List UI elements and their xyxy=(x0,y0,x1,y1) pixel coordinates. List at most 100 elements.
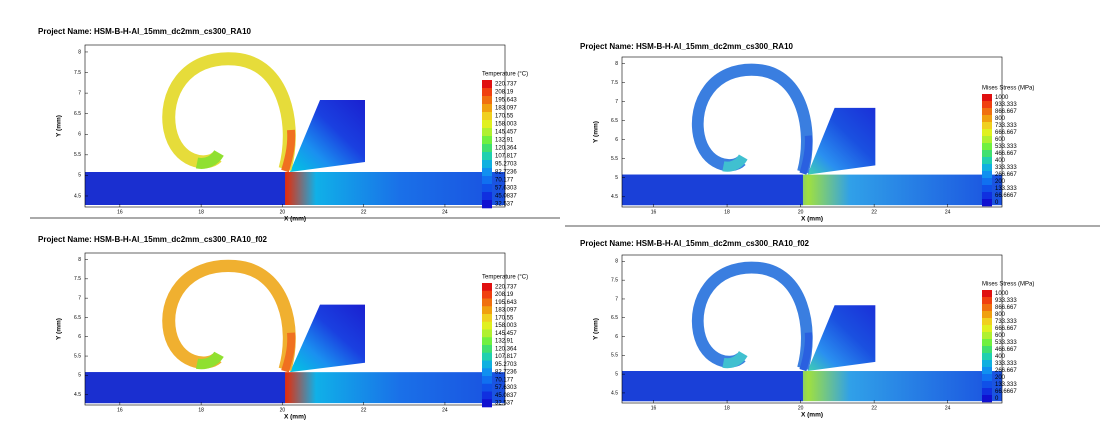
legend-label: 195.643 xyxy=(495,98,517,104)
y-axis-label: Y (mm) xyxy=(56,318,63,340)
y-tick-label: 8 xyxy=(78,49,81,55)
colorbar-segment xyxy=(982,115,992,123)
legend-label: 220.737 xyxy=(495,284,517,290)
tool xyxy=(290,100,365,172)
colorbar-segment xyxy=(982,318,992,326)
y-tick-label: 6.5 xyxy=(611,315,618,321)
colorbar-segment xyxy=(482,306,492,315)
plot-area xyxy=(85,52,505,205)
legend-label: 866.667 xyxy=(995,109,1017,115)
legend-label: 132.91 xyxy=(495,339,514,345)
legend-label: 666.667 xyxy=(995,326,1017,332)
legend-label: 800 xyxy=(995,116,1006,122)
plot-frame xyxy=(621,56,1003,208)
colorbar-segment xyxy=(482,314,492,323)
y-axis-label: Y (mm) xyxy=(593,121,600,143)
plot-area xyxy=(622,261,1002,402)
y-tick-label: 4.5 xyxy=(611,194,618,200)
colorbar-segment xyxy=(482,104,492,113)
legend-label: 208.19 xyxy=(495,292,514,298)
colorbar-segment xyxy=(982,192,992,200)
colorbar-segment xyxy=(482,399,492,408)
x-tick-label: 24 xyxy=(945,209,951,215)
colorbar-segment xyxy=(982,94,992,102)
legend-label: 107.817 xyxy=(495,154,517,160)
legend-label: 158.003 xyxy=(495,122,517,128)
chip-root xyxy=(281,332,296,373)
legend-label: 333.333 xyxy=(995,361,1017,367)
chip-tip xyxy=(722,154,748,172)
chip xyxy=(162,259,296,371)
legend-label: 32.537 xyxy=(495,202,514,208)
colorbar-segment xyxy=(482,136,492,145)
chip-root xyxy=(281,129,296,173)
x-axis-label: X (mm) xyxy=(284,414,306,421)
colorbar-segment xyxy=(482,160,492,169)
legend-label: 533.333 xyxy=(995,340,1017,346)
legend-label: 1000 xyxy=(995,291,1009,297)
colorbar-segment xyxy=(482,283,492,292)
x-tick-label: 20 xyxy=(798,209,804,215)
x-axis-label: X (mm) xyxy=(284,216,306,223)
legend-label: 800 xyxy=(995,312,1006,318)
y-tick-label: 6 xyxy=(615,137,618,143)
legend-label: 57.6303 xyxy=(495,385,517,391)
legend-label: 66.6667 xyxy=(995,389,1017,395)
colorbar-segment xyxy=(982,388,992,396)
legend-label: 733.333 xyxy=(995,319,1017,325)
y-tick-label: 7.5 xyxy=(611,277,618,283)
workpiece-uncut xyxy=(85,372,285,404)
x-tick-label: 20 xyxy=(280,209,286,215)
legend-label: 266.667 xyxy=(995,172,1017,178)
colorbar-segment xyxy=(982,353,992,361)
legend-label: 45.0837 xyxy=(495,393,517,399)
colorbar-segment xyxy=(982,395,992,403)
colorbar-segment xyxy=(982,325,992,333)
colorbar-segment xyxy=(982,374,992,382)
legend-label: 170.55 xyxy=(495,114,514,120)
colorbar-segment xyxy=(982,122,992,130)
legend-label: 57.6303 xyxy=(495,186,517,192)
x-tick-label: 18 xyxy=(198,407,204,413)
workpiece-uncut xyxy=(85,172,285,205)
y-tick-label: 4.5 xyxy=(74,392,81,398)
panel-title: Project Name: HSM-B-H-Al_15mm_dc2mm_cs30… xyxy=(580,42,794,51)
colorbar-segment xyxy=(482,383,492,392)
legend-label: 70.177 xyxy=(495,178,514,184)
colorbar-segment xyxy=(982,143,992,151)
legend-label: 0 xyxy=(995,200,999,206)
x-axis-label: X (mm) xyxy=(801,412,823,419)
colorbar-segment xyxy=(482,128,492,137)
workpiece-uncut xyxy=(622,371,803,402)
chip-tip xyxy=(195,149,224,169)
colorbar-segment xyxy=(982,157,992,165)
colorbar-segment xyxy=(482,376,492,385)
colorbar-segment xyxy=(482,184,492,193)
y-tick-label: 5 xyxy=(78,173,81,179)
y-tick-label: 4.5 xyxy=(611,390,618,396)
chip xyxy=(691,261,813,370)
colorbar-segment xyxy=(482,391,492,400)
plot-area xyxy=(622,63,1002,206)
chip xyxy=(691,63,813,174)
chip-tip xyxy=(722,350,748,369)
legend-label: 1000 xyxy=(995,95,1009,101)
legend-title: Mises Stress (MPa) xyxy=(982,282,1034,288)
y-tick-label: 7.5 xyxy=(611,80,618,86)
y-tick-label: 5 xyxy=(78,373,81,379)
y-tick-label: 5 xyxy=(615,371,618,377)
colorbar-segment xyxy=(482,298,492,307)
plot-frame xyxy=(84,44,506,208)
colorbar-segment xyxy=(982,367,992,375)
y-tick-label: 7 xyxy=(615,296,618,302)
legend-label: 600 xyxy=(995,137,1006,143)
colorbar-segment xyxy=(982,332,992,340)
colorbar-segment xyxy=(482,345,492,354)
colorbar-segment xyxy=(982,108,992,116)
colorbar-segment xyxy=(482,168,492,177)
panel-title: Project Name: HSM-B-H-Al_15mm_dc2mm_cs30… xyxy=(38,27,252,36)
legend-label: 95.2703 xyxy=(495,162,517,168)
legend-label: 183.097 xyxy=(495,106,517,112)
x-tick-label: 18 xyxy=(198,209,204,215)
workpiece-uncut xyxy=(622,174,803,206)
